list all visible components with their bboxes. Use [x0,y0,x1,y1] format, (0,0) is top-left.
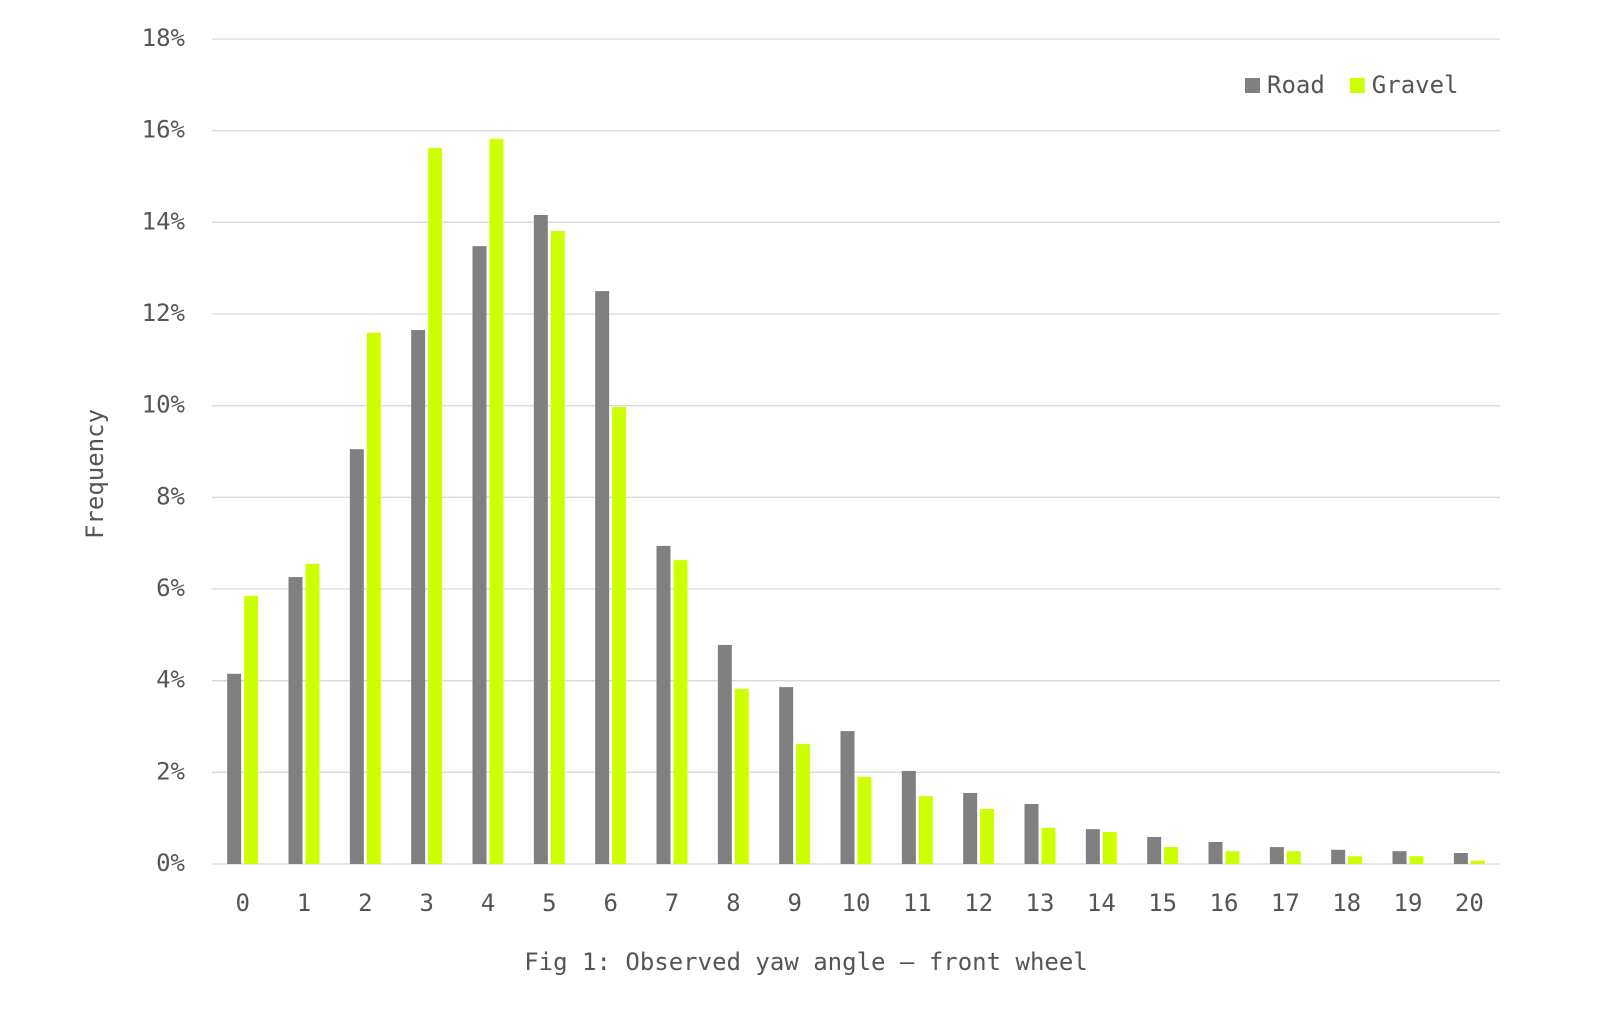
legend-swatch [1245,78,1260,93]
x-tick-label: 20 [1455,889,1484,917]
y-tick-label: 8% [156,482,185,510]
bar [1024,803,1039,864]
bar [1102,831,1117,864]
bar [1225,851,1240,864]
y-tick-label: 0% [156,849,185,877]
legend-label: Gravel [1372,71,1459,99]
bar [980,809,995,864]
bar [244,595,259,864]
bar [612,407,627,864]
x-tick-label: 19 [1394,889,1423,917]
y-tick-label: 14% [142,207,186,235]
bar [1269,847,1284,864]
bar [1453,853,1468,864]
bar [918,796,933,864]
x-tick-label: 15 [1148,889,1177,917]
legend-label: Road [1267,71,1325,99]
bar [489,138,504,864]
bar [840,731,855,864]
bar [533,215,548,864]
bar [673,560,688,864]
bar [963,792,978,864]
y-tick-label: 4% [156,666,185,694]
bar [717,644,732,864]
bar [901,770,916,864]
bar [288,577,303,864]
y-tick-label: 16% [142,116,186,144]
bar [796,743,811,864]
bar [1208,842,1223,864]
bar [1470,860,1485,864]
bar [1147,836,1162,864]
x-tick-label: 8 [726,889,740,917]
bar [305,563,320,864]
bar [349,449,364,864]
bar [428,148,443,865]
y-tick-label: 2% [156,757,185,785]
y-axis-label: Frequency [81,409,109,539]
bar [779,687,794,864]
bar [472,246,487,864]
bar [656,545,671,864]
y-tick-label: 10% [142,391,186,419]
x-tick-label: 10 [842,889,871,917]
x-tick-label: 7 [665,889,679,917]
legend-swatch [1349,78,1365,93]
chart-title: Fig 1: Observed yaw angle — front wheel [524,948,1088,976]
bar [1348,856,1363,864]
bar [1409,856,1424,864]
bar [1041,827,1056,864]
x-tick-label: 4 [481,889,495,917]
x-tick-label: 16 [1210,889,1239,917]
x-tick-label: 0 [235,889,249,917]
x-tick-label: 13 [1026,889,1055,917]
x-tick-label: 18 [1332,889,1361,917]
x-tick-label: 9 [787,889,801,917]
bar [411,330,426,865]
bar [1164,847,1179,864]
bar [734,688,749,864]
bar [1331,849,1346,864]
bar [857,776,872,864]
x-tick-label: 2 [358,889,372,917]
x-tick-label: 3 [419,889,433,917]
bar [227,673,242,864]
x-tick-label: 6 [603,889,617,917]
y-tick-label: 18% [142,24,186,52]
bar [550,231,565,864]
x-tick-label: 1 [297,889,311,917]
x-tick-label: 17 [1271,889,1300,917]
bar [1286,851,1301,864]
bar [595,291,610,864]
x-tick-label: 12 [964,889,993,917]
x-tick-label: 14 [1087,889,1116,917]
bar [1085,829,1100,864]
y-tick-label: 6% [156,574,185,602]
x-tick-label: 5 [542,889,556,917]
bar [1392,851,1407,864]
x-tick-label: 11 [903,889,932,917]
bar [366,332,381,865]
y-tick-label: 12% [142,299,186,327]
